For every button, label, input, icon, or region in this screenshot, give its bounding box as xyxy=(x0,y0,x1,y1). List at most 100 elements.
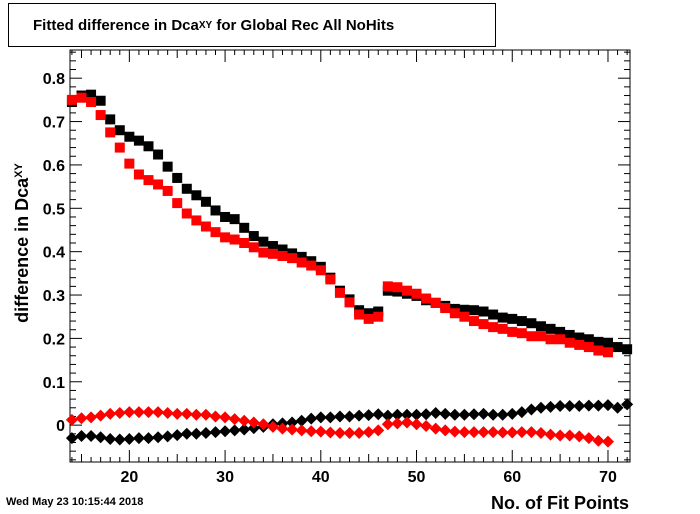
data-point-diamond xyxy=(525,403,538,416)
data-point-diamond xyxy=(477,407,490,420)
y-axis: 0 0.1 0.2 0.3 0.4 0.5 0.6 0.7 0.8 xyxy=(43,51,630,461)
data-point-diamond xyxy=(286,423,299,436)
data-point-square xyxy=(306,260,317,271)
data-point-square xyxy=(200,221,211,232)
data-point-diamond xyxy=(266,420,279,433)
x-axis: 20 30 40 50 60 70 xyxy=(71,50,628,486)
data-point-diamond xyxy=(601,399,614,412)
data-point-square xyxy=(555,334,566,345)
data-point-diamond xyxy=(372,424,385,437)
data-point-square xyxy=(258,236,269,247)
data-point-diamond xyxy=(142,406,155,419)
data-point-square xyxy=(363,313,374,324)
data-point-diamond xyxy=(573,400,586,413)
data-point-diamond xyxy=(420,408,433,421)
data-point-diamond xyxy=(219,425,232,438)
data-point-square xyxy=(430,297,441,308)
data-point-diamond xyxy=(611,401,624,414)
data-point-square xyxy=(497,312,508,323)
data-point-square xyxy=(373,306,384,317)
data-point-diamond xyxy=(563,400,576,413)
data-point-square xyxy=(545,334,556,345)
x-tick-label: 70 xyxy=(599,469,617,486)
y-tick-label: 0.3 xyxy=(43,288,65,305)
data-point-square xyxy=(382,281,393,292)
y-tick-label: 0.4 xyxy=(43,245,65,262)
data-point-diamond xyxy=(429,422,442,435)
data-point-square xyxy=(315,265,326,276)
data-point-diamond xyxy=(228,424,241,437)
data-point-square xyxy=(535,331,546,342)
data-point-square xyxy=(229,234,240,245)
data-point-diamond xyxy=(171,407,184,420)
data-point-diamond xyxy=(601,435,614,448)
data-point-diamond xyxy=(400,416,413,429)
data-point-square xyxy=(200,196,211,207)
data-point-diamond xyxy=(94,431,107,444)
data-point-square xyxy=(153,179,164,190)
data-point-square xyxy=(239,222,250,233)
data-point-diamond xyxy=(429,406,442,419)
data-point-square xyxy=(172,172,183,183)
data-point-diamond xyxy=(286,416,299,429)
data-point-square xyxy=(583,342,594,353)
data-point-square xyxy=(545,323,556,334)
data-point-diamond xyxy=(582,432,595,445)
data-point-diamond xyxy=(209,410,222,423)
data-point-diamond xyxy=(324,426,337,439)
data-point-diamond xyxy=(534,401,547,414)
data-point-diamond xyxy=(496,426,509,439)
data-point-diamond xyxy=(554,400,567,413)
data-point-square xyxy=(497,323,508,334)
data-point-diamond xyxy=(132,406,145,419)
data-point-square xyxy=(401,285,412,296)
data-point-diamond xyxy=(544,400,557,413)
data-point-diamond xyxy=(180,427,193,440)
data-point-diamond xyxy=(410,418,423,431)
data-point-diamond xyxy=(467,408,480,421)
data-point-diamond xyxy=(161,430,174,443)
x-axis-title: No. of Fit Points xyxy=(491,493,629,513)
data-point-diamond xyxy=(353,426,366,439)
data-point-diamond xyxy=(573,430,586,443)
data-point-square xyxy=(411,288,422,299)
data-point-square xyxy=(440,303,451,314)
data-point-square xyxy=(449,308,460,319)
data-point-diamond xyxy=(506,426,519,439)
data-point-square xyxy=(421,293,432,304)
data-point-diamond xyxy=(171,429,184,442)
data-point-square xyxy=(468,305,479,316)
data-point-diamond xyxy=(506,407,519,420)
data-point-diamond xyxy=(295,414,308,427)
data-point-square xyxy=(153,149,164,160)
data-point-diamond xyxy=(257,418,270,431)
data-point-diamond xyxy=(65,432,78,445)
y-tick-label: 0.2 xyxy=(43,331,65,348)
data-point-diamond xyxy=(132,432,145,445)
data-point-diamond xyxy=(276,422,289,435)
data-point-diamond xyxy=(582,399,595,412)
data-point-diamond xyxy=(85,411,98,424)
data-point-square xyxy=(622,344,633,355)
data-point-diamond xyxy=(391,417,404,430)
data-point-square xyxy=(239,237,250,248)
data-point-diamond xyxy=(477,426,490,439)
data-point-diamond xyxy=(458,408,471,421)
data-point-square xyxy=(229,214,240,225)
x-tick-label: 20 xyxy=(120,469,138,486)
data-point-square xyxy=(334,287,345,298)
data-point-square xyxy=(267,248,278,259)
data-point-diamond xyxy=(123,406,136,419)
data-point-diamond xyxy=(362,426,375,439)
data-point-square xyxy=(373,311,384,322)
data-point-square xyxy=(267,241,278,252)
data-point-diamond xyxy=(161,406,174,419)
data-point-diamond xyxy=(439,424,452,437)
data-point-diamond xyxy=(353,409,366,422)
data-point-diamond xyxy=(621,398,634,411)
data-point-square xyxy=(143,141,154,152)
y-tick-label: 0 xyxy=(56,418,65,435)
data-point-diamond xyxy=(439,407,452,420)
data-point-square xyxy=(535,321,546,332)
data-point-square xyxy=(296,257,307,268)
